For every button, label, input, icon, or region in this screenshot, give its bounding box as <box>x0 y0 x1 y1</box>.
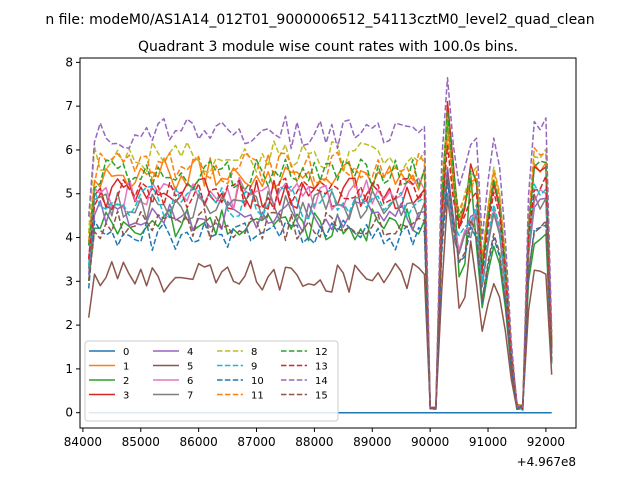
x-tick-label: 92000 <box>527 435 565 449</box>
y-tick-label: 2 <box>65 318 73 332</box>
x-tick-label: 87000 <box>237 435 275 449</box>
legend-label-10: 10 <box>251 376 264 387</box>
series-line-14 <box>87 76 553 409</box>
series-line-12 <box>87 109 553 409</box>
series-line-10 <box>87 179 553 411</box>
series-line-15 <box>87 171 553 410</box>
plot-area-frame <box>79 57 577 429</box>
legend-label-7: 7 <box>187 391 193 402</box>
x-tick-label: 84000 <box>64 435 102 449</box>
legend-label-15: 15 <box>315 391 328 402</box>
legend-label-12: 12 <box>315 347 328 358</box>
series-line-5 <box>87 197 553 411</box>
legend-label-14: 14 <box>315 376 328 387</box>
figure-suptitle: n file: modeM0/AS1A14_012T01_9000006512_… <box>45 12 594 28</box>
series-line-13 <box>87 144 553 410</box>
x-tick-label: 90000 <box>411 435 449 449</box>
legend-label-13: 13 <box>315 362 328 373</box>
x-tick-label: 85000 <box>122 435 160 449</box>
y-tick-label: 8 <box>65 55 73 69</box>
legend-label-6: 6 <box>187 376 193 387</box>
y-axis: 0 1 2 3 4 5 6 7 8 <box>65 55 80 420</box>
chart-title: Quadrant 3 module wise count rates with … <box>138 39 518 55</box>
legend-label-8: 8 <box>251 347 257 358</box>
series-line-11 <box>87 136 553 410</box>
legend-label-5: 5 <box>187 362 193 373</box>
x-tick-label: 89000 <box>353 435 391 449</box>
series-line-9 <box>87 175 553 412</box>
legend-label-3: 3 <box>123 391 129 402</box>
legend-label-0: 0 <box>123 347 129 358</box>
legend-label-1: 1 <box>123 362 129 373</box>
y-tick-label: 5 <box>65 187 73 201</box>
y-tick-label: 1 <box>65 362 73 376</box>
x-tick-label: 91000 <box>469 435 507 449</box>
y-tick-label: 0 <box>65 406 73 420</box>
y-tick-label: 3 <box>65 274 73 288</box>
x-tick-label: 88000 <box>295 435 333 449</box>
x-axis: 84000 85000 86000 87000 88000 89000 90000 91000… <box>64 428 565 449</box>
legend-label-11: 11 <box>251 391 264 402</box>
y-tick-label: 7 <box>65 99 73 113</box>
y-tick-label: 4 <box>65 231 73 245</box>
legend-box <box>84 340 339 422</box>
legend-label-9: 9 <box>251 362 257 373</box>
legend-label-4: 4 <box>187 347 193 358</box>
series-line-6 <box>87 176 553 411</box>
x-axis-offset-label: +4.967e8 <box>517 455 576 469</box>
x-tick-label: 86000 <box>180 435 218 449</box>
series-layer <box>87 76 553 414</box>
y-tick-label: 6 <box>65 143 73 157</box>
legend-label-2: 2 <box>123 376 129 387</box>
